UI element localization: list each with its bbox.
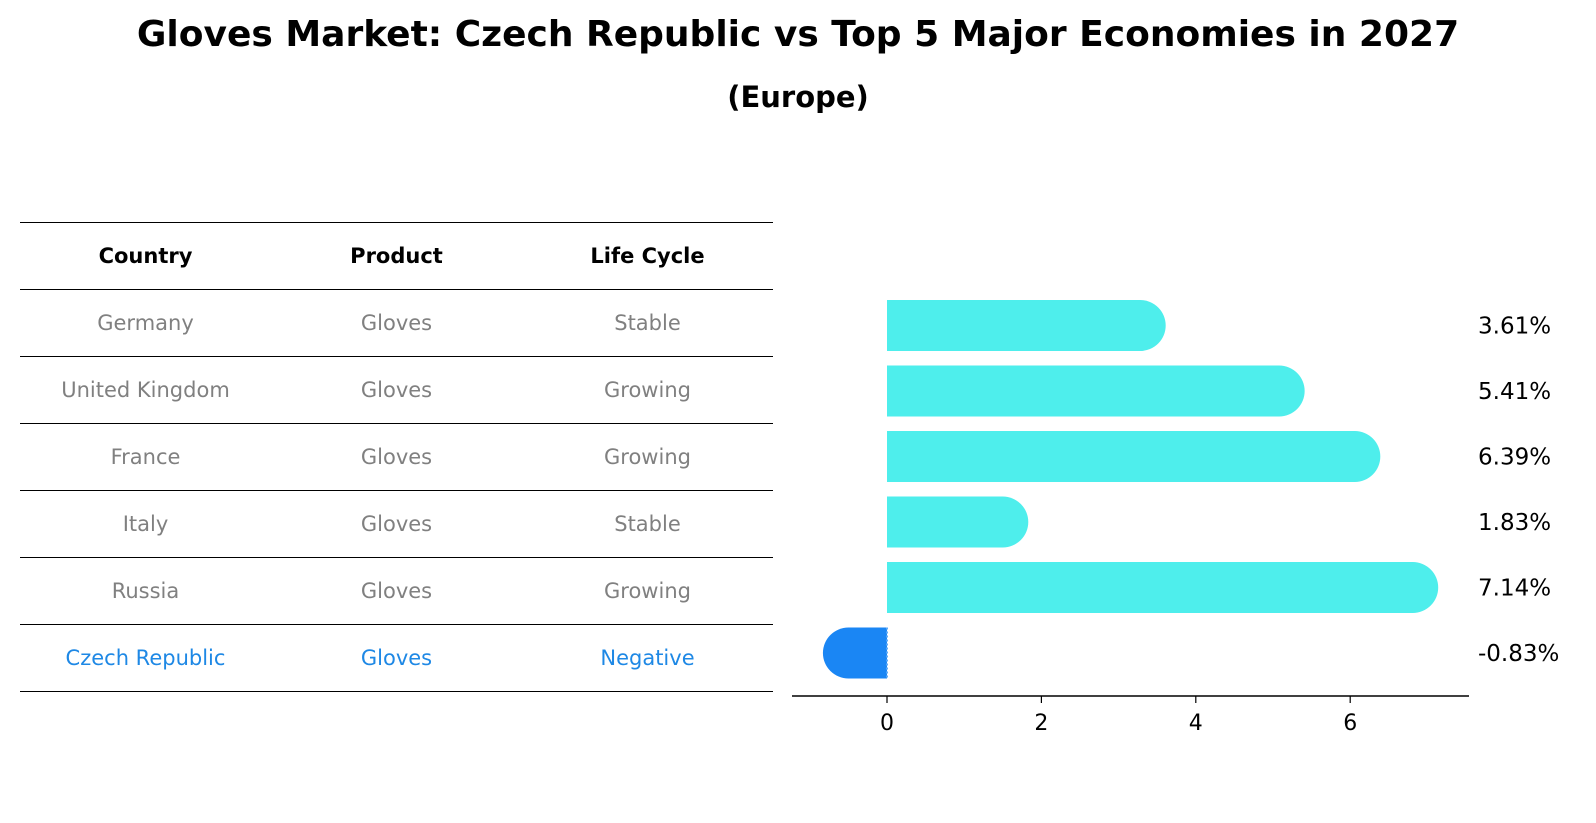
cell-country: Russia (20, 557, 271, 625)
header-life-cycle: Life Cycle (522, 222, 773, 290)
bar-czech-republic (822, 627, 887, 679)
bar-united-kingdom (887, 365, 1305, 417)
table-row: Italy Gloves Stable (20, 490, 773, 558)
chart-title: Gloves Market: Czech Republic vs Top 5 M… (136, 14, 1460, 55)
chart-subtitle: (Europe) (727, 80, 869, 114)
value-label: -0.83% (1478, 641, 1559, 667)
cell-product: Gloves (271, 289, 522, 357)
x-tick-label: 2 (1034, 711, 1048, 736)
cell-product: Gloves (271, 624, 522, 692)
value-label: 3.61% (1478, 314, 1551, 340)
x-tick-label: 0 (880, 711, 894, 736)
value-label: 5.41% (1478, 379, 1551, 405)
bar-russia (887, 562, 1439, 613)
header-product: Product (271, 222, 522, 290)
cell-product: Gloves (271, 356, 522, 424)
bar-italy (887, 496, 1029, 548)
cell-country: Germany (20, 289, 271, 357)
table-row: United Kingdom Gloves Growing (20, 356, 773, 424)
cell-life-cycle: Growing (522, 423, 773, 491)
cell-product: Gloves (271, 557, 522, 625)
cell-country: United Kingdom (20, 356, 271, 424)
table-row-highlighted: Czech Republic Gloves Negative (20, 624, 773, 692)
x-tick-label: 4 (1189, 711, 1203, 736)
table-row: Russia Gloves Growing (20, 557, 773, 625)
bar-france (887, 431, 1381, 482)
data-table: Country Product Life Cycle Germany Glove… (20, 222, 773, 692)
value-label: 6.39% (1478, 445, 1551, 471)
cell-product: Gloves (271, 423, 522, 491)
table-header-row: Country Product Life Cycle (20, 222, 773, 290)
table-row: France Gloves Growing (20, 423, 773, 491)
cell-product: Gloves (271, 490, 522, 558)
cell-life-cycle: Negative (522, 624, 773, 692)
value-label: 1.83% (1478, 510, 1551, 536)
bar-germany (887, 300, 1166, 351)
table-row: Germany Gloves Stable (20, 289, 773, 357)
cell-country: Czech Republic (20, 624, 271, 692)
cell-life-cycle: Stable (522, 490, 773, 558)
cell-country: France (20, 423, 271, 491)
value-label: 7.14% (1478, 576, 1551, 602)
cell-life-cycle: Stable (522, 289, 773, 357)
x-tick-label: 6 (1343, 711, 1357, 736)
header-country: Country (20, 222, 271, 290)
cell-country: Italy (20, 490, 271, 558)
cell-life-cycle: Growing (522, 557, 773, 625)
